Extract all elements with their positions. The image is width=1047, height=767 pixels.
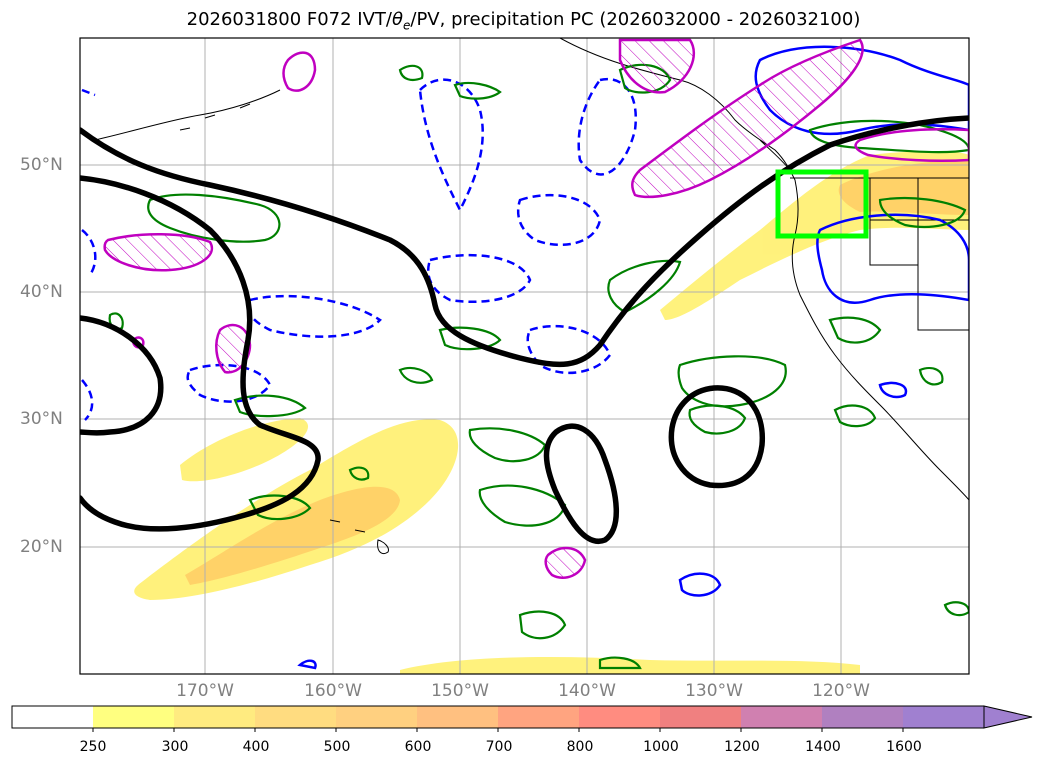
solid-blue-small-2	[297, 659, 317, 670]
green-contour-2	[468, 427, 547, 463]
lon-label-130w: 130°W	[685, 681, 743, 701]
map-border	[79, 37, 970, 675]
pv-contour-east	[854, 128, 969, 163]
green-contour-11	[878, 196, 967, 228]
green-contours	[108, 63, 969, 670]
colorbar-extend-arrow	[983, 705, 1033, 729]
lat-label-40: 40°N	[20, 282, 63, 302]
green-contour-20	[348, 466, 370, 481]
ivt-contours	[80, 115, 969, 545]
colorbar-segment-2	[174, 706, 255, 728]
colorbar-tick-600: 600	[404, 739, 432, 755]
pv-contour-south	[544, 546, 587, 579]
green-contour-9	[607, 259, 682, 314]
ivt-band-south	[400, 657, 860, 674]
colorbar-tick-1400: 1400	[805, 739, 841, 755]
dashed-contour-8	[81, 88, 97, 421]
colorbar-tick-700: 700	[485, 739, 513, 755]
lat-label-20: 20°N	[20, 537, 63, 557]
dashed-contour-4	[516, 193, 602, 247]
coastline-kodiak	[179, 103, 251, 131]
green-contour-19	[108, 312, 124, 331]
lon-label-150w: 150°W	[431, 681, 489, 701]
solid-blue-interior	[816, 213, 969, 304]
ivt-contour-west-loop	[80, 175, 321, 532]
dashed-contour-1	[418, 78, 484, 213]
colorbar-tick-1600: 1600	[886, 739, 922, 755]
ivt-contour-circle	[668, 385, 765, 489]
colorbar-segment-9	[741, 706, 822, 728]
region-highlight-box	[775, 169, 869, 239]
lon-label-160w: 160°W	[304, 681, 362, 701]
green-contour-4	[677, 355, 787, 408]
dashed-contour-7	[526, 325, 612, 375]
colorbar-segment-3	[255, 706, 336, 728]
colorbar-tick-400: 400	[242, 739, 270, 755]
green-contour-6	[833, 404, 877, 428]
ivt-plume-hawaii-core	[185, 486, 400, 585]
green-contour-12	[828, 316, 882, 344]
green-contour-16	[248, 494, 312, 521]
coastline-aleutians	[94, 89, 281, 141]
solid-blue-small-3	[878, 381, 908, 399]
colorbar-tick-500: 500	[323, 739, 351, 755]
colorbar	[11, 705, 1033, 732]
pv-contours	[103, 38, 969, 579]
solid-blue-small-1	[678, 572, 722, 597]
theta-e-dashed-contours	[81, 77, 638, 421]
colorbar-segment-0	[12, 706, 93, 728]
colorbar-segment-8	[660, 706, 741, 728]
green-contour-7	[518, 610, 567, 640]
coastline-hawaii	[329, 519, 389, 554]
green-contour-3	[478, 484, 567, 527]
pv-contour-band	[631, 38, 864, 199]
green-contour-17	[598, 656, 642, 670]
lon-label-140w: 140°W	[558, 681, 616, 701]
green-contour-5	[688, 404, 747, 435]
colorbar-segment-1	[93, 706, 174, 728]
colorbar-tick-250: 250	[79, 739, 107, 755]
colorbar-segment-5	[417, 706, 498, 728]
dashed-contour-5	[246, 294, 382, 338]
ivt-contour-main	[80, 115, 969, 368]
chart-title: 2026031800 F072 IVT/θe/PV, precipitation…	[186, 9, 861, 33]
pv-contour-small-2	[282, 51, 317, 92]
green-contour-8	[438, 326, 502, 351]
green-contour-1	[147, 193, 281, 243]
gridlines	[80, 38, 969, 674]
green-contour-22	[398, 366, 434, 384]
colorbar-segment-11	[903, 706, 984, 728]
colorbar-segment-10	[822, 706, 903, 728]
colorbar-tick-800: 800	[566, 739, 594, 755]
ivt-contour-inner-west	[80, 315, 164, 436]
ivt-contour-cutoff-low	[543, 423, 619, 545]
green-contour-21	[918, 366, 944, 386]
borders	[790, 177, 969, 331]
green-contour-18	[943, 601, 969, 617]
colorbar-segment-4	[336, 706, 417, 728]
pv-contour-north	[618, 38, 696, 94]
lon-label-170w: 170°W	[176, 681, 234, 701]
colorbar-tick-1000: 1000	[643, 739, 679, 755]
colorbar-tick-1200: 1200	[724, 739, 760, 755]
lat-label-30: 30°N	[20, 409, 63, 429]
lon-label-120w: 120°W	[812, 681, 870, 701]
border-states	[869, 178, 969, 331]
ivt-plume-hawaii	[134, 419, 459, 600]
pv-contour-tiny	[131, 336, 145, 349]
green-contour-10	[808, 119, 969, 154]
colorbar-segment-7	[579, 706, 660, 728]
green-contour-13	[398, 64, 424, 81]
colorbar-tick-300: 300	[161, 739, 189, 755]
lat-label-50: 50°N	[20, 155, 63, 175]
green-contour-14	[453, 81, 502, 100]
colorbar-segment-6	[498, 706, 579, 728]
dashed-contour-3	[426, 254, 532, 304]
pv-contour-west	[103, 232, 213, 272]
